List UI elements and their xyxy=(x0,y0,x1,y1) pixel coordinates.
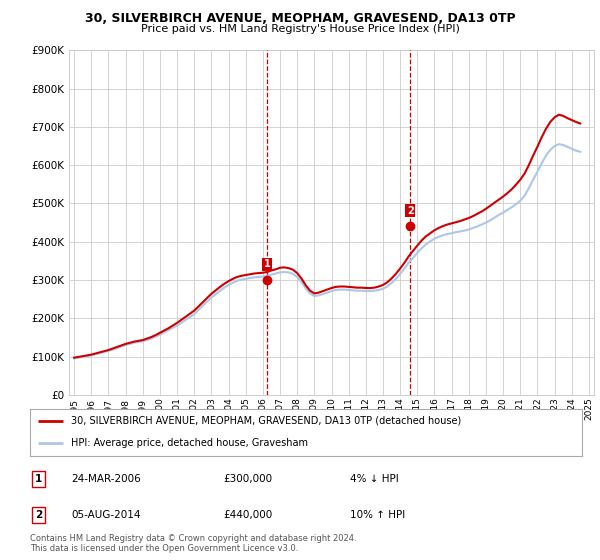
Text: Contains HM Land Registry data © Crown copyright and database right 2024.
This d: Contains HM Land Registry data © Crown c… xyxy=(30,534,356,553)
Text: £440,000: £440,000 xyxy=(223,510,272,520)
Text: Price paid vs. HM Land Registry's House Price Index (HPI): Price paid vs. HM Land Registry's House … xyxy=(140,24,460,34)
Text: 30, SILVERBIRCH AVENUE, MEOPHAM, GRAVESEND, DA13 0TP: 30, SILVERBIRCH AVENUE, MEOPHAM, GRAVESE… xyxy=(85,12,515,25)
Text: 2: 2 xyxy=(35,510,42,520)
Text: HPI: Average price, detached house, Gravesham: HPI: Average price, detached house, Grav… xyxy=(71,438,308,448)
Text: 30, SILVERBIRCH AVENUE, MEOPHAM, GRAVESEND, DA13 0TP (detached house): 30, SILVERBIRCH AVENUE, MEOPHAM, GRAVESE… xyxy=(71,416,461,426)
Text: 4% ↓ HPI: 4% ↓ HPI xyxy=(350,474,399,484)
Text: 10% ↑ HPI: 10% ↑ HPI xyxy=(350,510,406,520)
Text: 24-MAR-2006: 24-MAR-2006 xyxy=(71,474,141,484)
Text: 1: 1 xyxy=(263,259,270,269)
Text: 1: 1 xyxy=(35,474,42,484)
Text: 2: 2 xyxy=(407,206,413,216)
Text: 05-AUG-2014: 05-AUG-2014 xyxy=(71,510,141,520)
Text: £300,000: £300,000 xyxy=(223,474,272,484)
